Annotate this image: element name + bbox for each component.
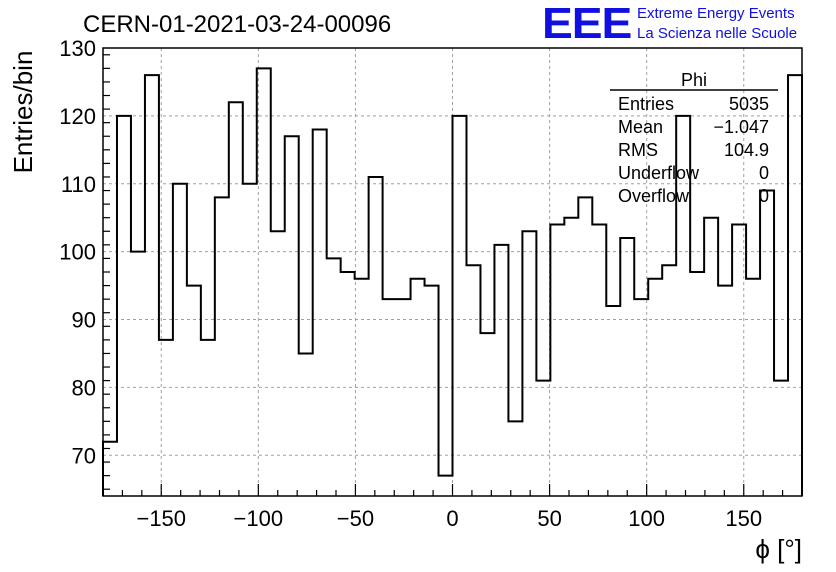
x-axis-label: ϕ [°]: [755, 534, 802, 564]
x-tick-label: −100: [234, 506, 284, 531]
y-axis-ticks: 70 80 90 100 110 120 130: [59, 36, 110, 490]
x-axis-ticks: −150 −100 −50 0 50 100 150: [121, 484, 784, 531]
x-tick-label: 0: [446, 506, 458, 531]
x-tick-label: 100: [628, 506, 665, 531]
y-tick-label: 130: [59, 36, 96, 61]
stats-value: 0: [759, 163, 769, 183]
stats-label: Mean: [618, 117, 663, 137]
stats-label: Underflow: [618, 163, 700, 183]
y-tick-label: 110: [61, 172, 96, 197]
stats-box-title: Phi: [681, 70, 707, 90]
stats-label: Entries: [618, 94, 674, 114]
org-name-line2: La Scienza nelle Scuole: [637, 25, 798, 42]
stats-label: Overflow: [618, 186, 690, 206]
org-name-line1: Extreme Energy Events: [637, 5, 795, 22]
stats-value: −1.047: [713, 117, 769, 137]
stats-value: 104.9: [724, 140, 769, 160]
stats-value: 0: [759, 186, 769, 206]
y-tick-label: 100: [59, 240, 96, 265]
stats-value: 5035: [729, 94, 769, 114]
eee-logo: EEE: [542, 0, 632, 48]
run-title: CERN-01-2021-03-24-00096: [83, 11, 391, 38]
histogram-outline: [102, 67, 803, 496]
y-tick-label: 80: [72, 375, 96, 400]
x-tick-label: 150: [725, 506, 762, 531]
y-tick-label: 120: [59, 104, 96, 129]
x-tick-label: −150: [136, 506, 186, 531]
y-axis-label: Entries/bin: [8, 51, 38, 174]
y-tick-label: 90: [72, 308, 96, 333]
y-tick-label: 70: [72, 443, 96, 468]
stats-label: RMS: [618, 140, 658, 160]
x-tick-label: −50: [337, 506, 374, 531]
stats-box: Phi Entries 5035 Mean −1.047 RMS 104.9 Underfl…: [610, 70, 778, 206]
x-tick-label: 50: [537, 506, 561, 531]
